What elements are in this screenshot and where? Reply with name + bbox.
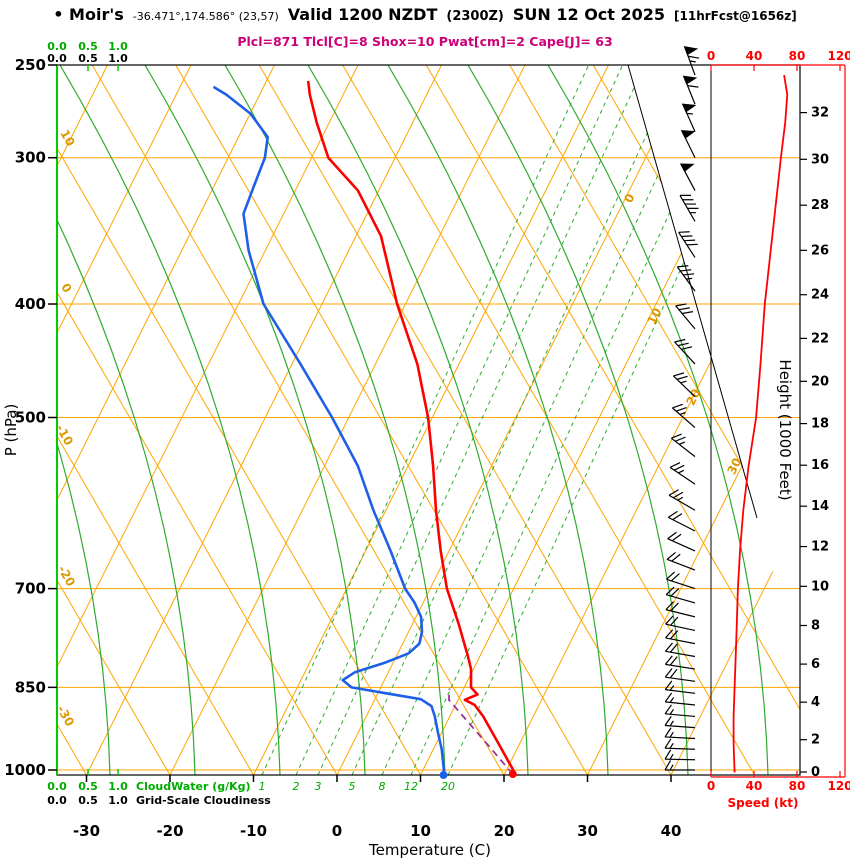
cloudiness-scale-bottom: 0.5 [78, 794, 98, 807]
height-tick-label: 22 [811, 331, 829, 346]
cloudwater-axis-title: CloudWater (g/Kg) [136, 780, 251, 793]
wind-panel-divider [627, 64, 758, 519]
speed-tick-label: 0 [707, 779, 715, 793]
temperature-tick-label: 40 [661, 822, 682, 840]
wind-barbs [664, 46, 700, 771]
forecast-tag: [11hrFcst@1656z] [674, 9, 797, 23]
height-tick-label: 20 [811, 374, 829, 389]
speed-tick-label: 40 [746, 49, 763, 63]
height-tick-label: 4 [811, 695, 820, 710]
cloudiness-scale-top: 0.0 [47, 52, 67, 65]
pressure-tick-label: 700 [15, 580, 46, 598]
height-tick-label: 28 [811, 198, 829, 213]
height-tick-label: 0 [811, 765, 820, 780]
valid-date: SUN 12 Oct 2025 [512, 5, 666, 24]
height-axis-title: Height (1000 Feet) [776, 359, 794, 500]
temperature-tick-label: 30 [577, 822, 598, 840]
cloudwater-scale-bottom: 1.0 [108, 780, 128, 793]
cloudiness-scale-top: 1.0 [108, 52, 128, 65]
height-tick-label: 16 [811, 458, 829, 473]
cloudwater-scale-bottom: 0.0 [47, 780, 67, 793]
height-tick-label: 2 [811, 733, 820, 748]
chart-header: • Moir's -36.471°,174.586° (23,57) Valid… [0, 5, 850, 24]
parcel-path-line [447, 688, 514, 775]
height-tick-label: 32 [811, 106, 829, 121]
temperature-tick-label: 20 [494, 822, 515, 840]
temperature-tick-label: -30 [73, 822, 100, 840]
cloudiness-scale-bottom: 1.0 [108, 794, 128, 807]
speed-tick-label: 40 [746, 779, 763, 793]
mixing-ratio-label: 1 [259, 780, 266, 793]
height-tick-label: 26 [811, 243, 829, 258]
mixing-ratio-label: 2 [293, 780, 300, 793]
isotherm-label: 10 [644, 306, 664, 327]
pressure-tick-label: 250 [15, 56, 46, 74]
isotherm-adiabat-lattice [57, 65, 800, 775]
cloudwater-scale-top: 1.0 [108, 40, 128, 53]
valid-zulu: (2300Z) [446, 9, 504, 24]
cloudiness-axis-title: Grid-Scale Cloudiness [136, 794, 271, 807]
height-tick-label: 30 [811, 152, 829, 167]
height-tick-label: 14 [811, 499, 829, 514]
temperature-tick-label: -20 [156, 822, 183, 840]
height-tick-label: 6 [811, 657, 820, 672]
speed-tick-label: 120 [827, 49, 850, 63]
pressure-tick-label: 1000 [4, 761, 46, 779]
station-name: • Moir's [53, 5, 124, 24]
pressure-tick-label: 400 [15, 295, 46, 313]
dewpoint-profile-line [212, 85, 446, 776]
height-tick-label: 18 [811, 417, 829, 432]
speed-tick-label: 120 [827, 779, 850, 793]
height-tick-label: 12 [811, 540, 829, 555]
station-coords: -36.471°,174.586° (23,57) [132, 10, 279, 23]
pressure-tick-label: 300 [15, 149, 46, 167]
isobar-lines [57, 64, 800, 771]
isotherm-label: 20 [683, 387, 703, 408]
speed-profile-line [732, 74, 789, 773]
dry-adiabat-label: -20 [55, 563, 78, 589]
temperature-profile-line [306, 80, 515, 775]
speed-axis-title: Speed (kt) [728, 796, 799, 810]
cloudwater-scale-top: 0.5 [78, 40, 98, 53]
temperature-tick-label: 0 [332, 822, 342, 840]
mixing-ratio-label: 8 [379, 780, 386, 793]
isotherm-label: 0 [621, 191, 637, 205]
mixing-ratio-label: 3 [315, 780, 322, 793]
isotherm-label: 30 [724, 456, 744, 477]
speed-tick-label: 80 [789, 49, 806, 63]
mixing-ratio-label: 12 [404, 780, 418, 793]
cloudiness-scale-top: 0.5 [78, 52, 98, 65]
surface-temperature-dot [508, 770, 517, 779]
cloudiness-scale-bottom: 0.0 [47, 794, 67, 807]
mixing-ratio-lines [261, 65, 776, 775]
speed-tick-label: 0 [707, 49, 715, 63]
temperature-tick-label: 10 [410, 822, 431, 840]
moist-adiabat-lines [57, 65, 769, 775]
pressure-tick-label: 500 [15, 409, 46, 427]
stability-params: Plcl=871 Tlcl[C]=8 Shox=10 Pwat[cm]=2 Ca… [237, 34, 613, 49]
mixing-ratio-label: 5 [349, 780, 356, 793]
cloudwater-scale-bottom: 0.5 [78, 780, 98, 793]
dry-adiabat-label: 0 [58, 281, 74, 295]
pressure-tick-label: 850 [15, 678, 46, 696]
height-tick-label: 10 [811, 579, 829, 594]
height-tick-label: 24 [811, 288, 829, 303]
speed-tick-label: 80 [789, 779, 806, 793]
temperature-axis-title: Temperature (C) [368, 841, 491, 859]
cloudwater-scale-top: 0.0 [47, 40, 67, 53]
surface-dewpoint-dot [439, 771, 448, 780]
temperature-tick-label: -10 [240, 822, 267, 840]
speed-axis [710, 64, 846, 778]
height-tick-label: 8 [811, 618, 820, 633]
mixing-ratio-label: 20 [441, 780, 455, 793]
pressure-axis-title: P (hPa) [2, 404, 20, 457]
valid-time: Valid 1200 NZDT [287, 5, 438, 24]
